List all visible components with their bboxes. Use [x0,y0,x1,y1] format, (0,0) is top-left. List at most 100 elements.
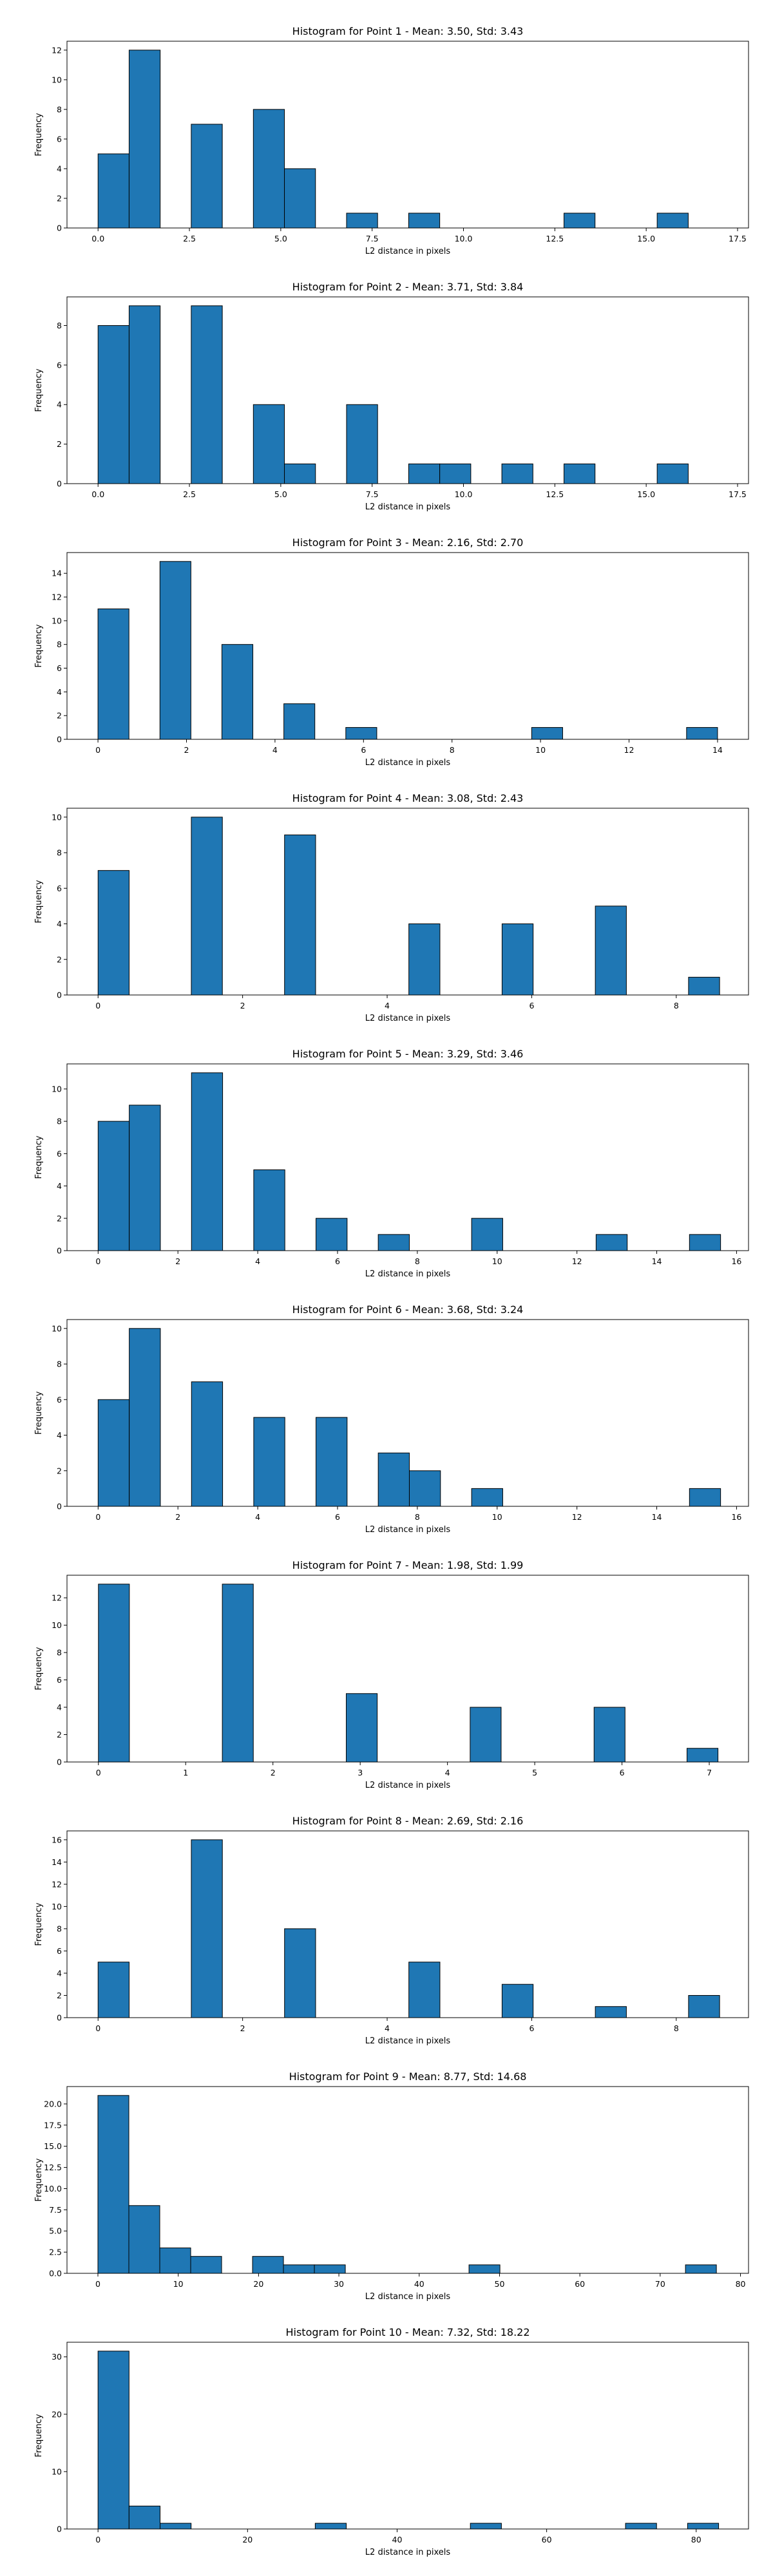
y-tick-label: 10.0 [44,2184,62,2193]
x-tick-label: 0 [95,1512,100,1522]
histogram-bar [468,2264,501,2274]
histogram-bar [128,50,161,229]
y-tick-label: 2 [57,1730,62,1739]
histogram-bar [408,1470,441,1507]
y-tick-label: 0 [57,479,62,489]
y-tick-label: 6 [57,134,62,144]
histogram-bar [97,1962,129,2018]
histogram-bar [688,976,720,996]
histogram-bar [470,1707,502,1763]
y-tick-label: 0 [57,735,62,744]
x-axis-label: L2 distance in pixels [365,1525,451,1535]
y-tick-label: 6 [57,360,62,370]
y-tick-label: 6 [57,1946,62,1956]
y-tick-label: 2 [57,954,62,964]
histogram-bar [316,1417,348,1507]
histogram-bar [564,213,596,229]
histogram-bar [191,124,223,229]
x-tick-label: 70 [655,2279,665,2289]
y-tick-label: 2 [57,711,62,721]
histogram-bar [501,923,534,996]
axes-frame [66,808,749,996]
histogram-bar [253,109,285,229]
y-tick-label: 6 [57,1149,62,1159]
histogram-bar [408,923,441,996]
y-axis-label: Frequency [34,880,44,923]
x-tick-label: 40 [414,2279,425,2289]
axes-frame [66,2086,749,2274]
y-tick-label: 0 [57,2524,62,2534]
histogram-panel-8: 0 2 4 6 8 0 2 4 6 8 10 12 14 16 Histogram for Point 8 … [34,1815,749,2046]
x-tick-label: 17.5 [729,234,747,243]
x-tick-label: 8 [450,745,455,755]
x-tick-label: 16 [731,1256,741,1266]
x-tick-label: 7.5 [366,489,379,499]
y-tick-label: 0 [57,1757,62,1767]
x-tick-label: 1 [183,1768,188,1777]
y-axis-label: Frequency [34,1391,44,1434]
x-tick-label: 6 [620,1768,625,1777]
histogram-bar [191,817,223,996]
y-tick-label: 6 [57,663,62,673]
y-tick-label: 4 [57,1430,62,1440]
x-tick-label: 4 [255,1256,260,1266]
histogram-bar [346,404,378,484]
x-tick-label: 15.0 [637,489,655,499]
y-tick-label: 0.0 [49,2269,62,2278]
histogram-bar [408,1962,441,2018]
y-tick-label: 0 [57,1246,62,1256]
y-axis-label: Frequency [34,2414,44,2457]
histogram-bar [408,213,441,229]
x-tick-label: 2 [240,2023,245,2033]
histogram-panel-10: 0 20 40 60 80 0 10 20 30 Histogram for Point 10 -… [34,2326,749,2557]
histogram-bar [97,2095,129,2274]
y-tick-label: 10 [52,2467,62,2476]
y-tick-label: 0 [57,2013,62,2023]
histogram-bar [97,2351,129,2530]
x-tick-label: 5.0 [274,234,287,243]
x-tick-label: 2 [175,1512,180,1522]
axes-frame [66,552,749,740]
histogram-panel-5: 0 2 4 6 8 10 12 14 16 0 2 4 6 8 10 Histogram for Point … [34,1048,749,1279]
y-tick-label: 20.0 [44,2099,62,2108]
y-tick-label: 16 [52,1835,62,1844]
histogram-bar [501,463,533,484]
x-tick-label: 0 [95,745,100,755]
y-tick-label: 7.5 [49,2205,62,2215]
y-tick-label: 4 [57,1968,62,1978]
axes-frame [66,296,749,484]
y-tick-label: 8 [57,1117,62,1126]
y-tick-label: 12.5 [44,2163,62,2172]
histogram-bar [284,168,316,229]
x-tick-label: 8 [415,1256,420,1266]
y-tick-label: 10 [52,1902,62,1911]
histogram-bar [284,463,316,484]
chart-title: Histogram for Point 4 - Mean: 3.08, Std:… [292,792,524,804]
histogram-bar [191,305,223,484]
histogram-bar [656,213,689,229]
y-axis-label: Frequency [34,1902,44,1946]
y-tick-label: 14 [52,569,62,578]
x-tick-label: 2.5 [183,489,196,499]
x-tick-label: 0 [95,1001,100,1010]
x-tick-label: 14 [652,1256,662,1266]
x-tick-label: 12.5 [546,234,564,243]
y-tick-label: 10 [52,616,62,625]
histogram-bar [471,1218,503,1251]
y-tick-label: 10 [52,1620,62,1630]
axes-frame [66,1830,749,2018]
histogram-bar [531,727,563,740]
histogram-bar [377,1452,410,1507]
x-tick-label: 2 [240,1001,245,1010]
histogram-bar [408,463,441,484]
x-tick-label: 10 [492,1512,502,1522]
x-tick-label: 14 [652,1512,662,1522]
x-tick-label: 15.0 [637,234,655,243]
x-tick-label: 0 [96,1768,101,1777]
histogram-bar [160,2523,192,2530]
y-tick-label: 4 [57,919,62,929]
histogram-bar [128,2505,161,2530]
y-tick-label: 0 [57,990,62,1000]
x-tick-label: 6 [529,2023,534,2033]
